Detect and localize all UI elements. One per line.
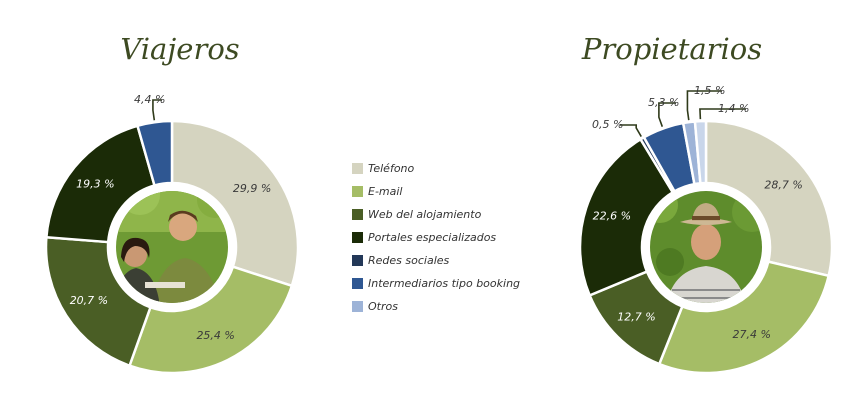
legend-swatch-intermediarios-tipo-booking	[352, 278, 363, 289]
legend-label-web-del-alojamiento: Web del alojamiento	[368, 208, 482, 221]
legend-label-e-mail: E-mail	[368, 185, 403, 198]
slice-viajeros-portales-especializados	[45, 124, 157, 244]
slice-label-viajeros-web-del-alojamiento: 20,7 %	[70, 294, 108, 307]
leader-line-propietarios-extra	[699, 108, 746, 120]
slice-viajeros-e-mail	[127, 265, 294, 375]
slice-propietarios-telefono	[704, 119, 834, 278]
legend-label-intermediarios-tipo-booking: Intermediarios tipo booking	[368, 277, 520, 290]
farmer-hat-photo	[650, 191, 762, 303]
legend-label-redes-sociales: Redes sociales	[368, 254, 450, 267]
slice-label-propietarios-redes-sociales: 0,5 %	[592, 118, 623, 131]
slice-viajeros-intermediarios-tipo-booking	[135, 119, 174, 187]
slice-label-propietarios-web-del-alojamiento: 12,7 %	[617, 310, 655, 323]
leader-line-propietarios-otros	[686, 90, 722, 121]
legend-label-telefono: Teléfono	[368, 162, 415, 175]
slice-label-viajeros-portales-especializados: 19,3 %	[76, 177, 114, 190]
leader-line-propietarios-redes-sociales	[620, 124, 642, 137]
slice-viajeros-telefono	[170, 119, 300, 288]
slice-label-propietarios-otros: 1,5 %	[694, 84, 725, 97]
legend-swatch-portales-especializados	[352, 232, 363, 243]
slice-label-viajeros-e-mail: 25,4 %	[196, 329, 234, 342]
slice-label-propietarios-e-mail: 27,4 %	[733, 328, 771, 341]
slice-viajeros-web-del-alojamiento	[44, 235, 153, 368]
legend-swatch-redes-sociales	[352, 255, 363, 266]
slice-label-propietarios-extra: 1,4 %	[718, 102, 749, 115]
leader-line-viajeros-intermediarios-tipo-booking	[152, 99, 162, 121]
chart-legend: Teléfono E-mail Web del alojamiento Portale…	[352, 162, 520, 313]
chart-title-viajeros: Viajeros	[120, 32, 239, 66]
legend-label-otros: Otros	[368, 300, 398, 313]
legend-swatch-otros	[352, 301, 363, 312]
slice-label-propietarios-portales-especializados: 22,6 %	[593, 209, 631, 222]
slice-propietarios-e-mail	[657, 260, 831, 375]
leader-line-propietarios-intermediarios-tipo-booking	[658, 102, 676, 127]
slice-label-propietarios-intermediarios-tipo-booking: 5,3 %	[648, 96, 679, 109]
legend-swatch-web-del-alojamiento	[352, 209, 363, 220]
chart-title-propietarios: Propietarios	[581, 32, 762, 66]
legend-swatch-telefono	[352, 163, 363, 174]
slice-label-viajeros-intermediarios-tipo-booking: 4,4 %	[134, 93, 165, 106]
legend-label-portales-especializados: Portales especializados	[368, 231, 496, 244]
slice-propietarios-portales-especializados	[578, 137, 675, 297]
slice-label-propietarios-telefono: 28,7 %	[764, 179, 802, 192]
legend-swatch-e-mail	[352, 186, 363, 197]
slice-propietarios-extra	[693, 119, 708, 185]
slice-label-viajeros-telefono: 29,9 %	[233, 182, 271, 195]
